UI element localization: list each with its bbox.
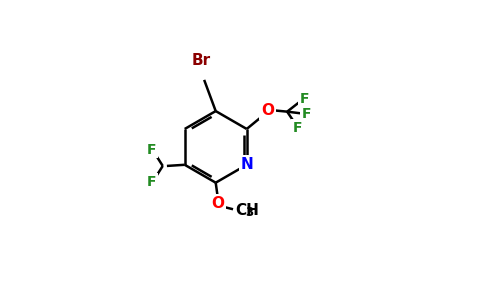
Text: F: F xyxy=(147,175,156,189)
Text: F: F xyxy=(293,121,302,135)
Text: F: F xyxy=(300,92,309,106)
Text: O: O xyxy=(261,103,274,118)
Text: F: F xyxy=(302,107,312,121)
Text: O: O xyxy=(212,196,225,211)
Text: Br: Br xyxy=(191,53,210,68)
Text: 3: 3 xyxy=(245,206,253,219)
Text: F: F xyxy=(147,143,156,157)
Text: N: N xyxy=(241,157,253,172)
Text: CH: CH xyxy=(235,203,259,218)
